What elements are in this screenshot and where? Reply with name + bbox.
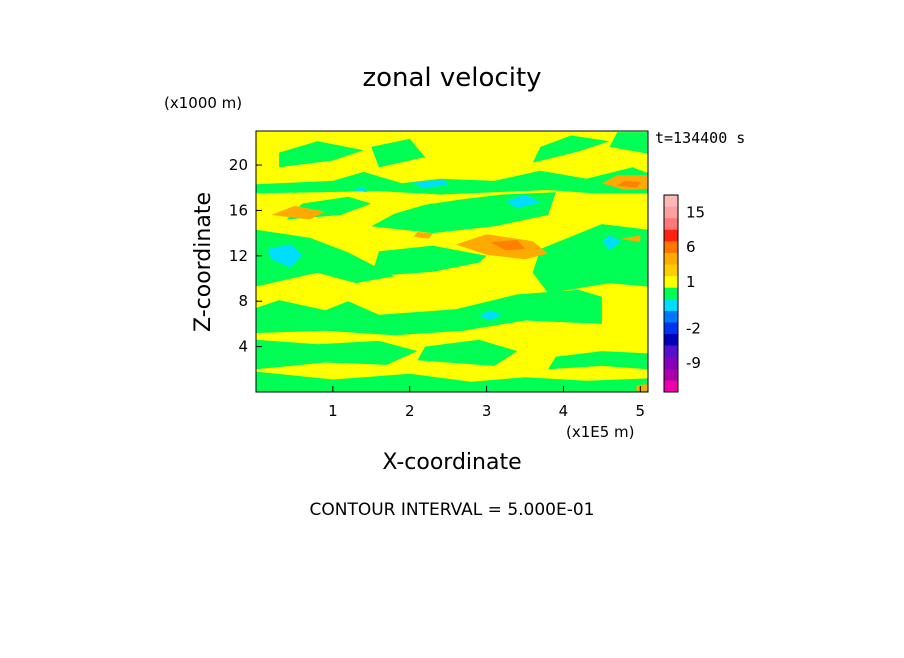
contour-region-20 bbox=[636, 384, 648, 391]
colorbar-label-4: -9 bbox=[686, 354, 701, 372]
contour-interval-label: CONTOUR INTERVAL = 5.000E-01 bbox=[310, 500, 595, 520]
colorbar: 15 6 1 -2 -9 bbox=[663, 194, 705, 393]
x-axis-title: X-coordinate bbox=[382, 450, 521, 475]
y-unit-label: (x1000 m) bbox=[164, 94, 242, 112]
x-unit-label: (x1E5 m) bbox=[566, 423, 635, 441]
x-tick-label-4: 5 bbox=[636, 402, 646, 420]
contour-region-12 bbox=[371, 138, 426, 168]
contour-region-18 bbox=[621, 235, 641, 243]
contour-region-10 bbox=[256, 167, 648, 195]
x-tick-label-3: 4 bbox=[559, 402, 569, 420]
contour-region-28 bbox=[352, 186, 368, 193]
colorbar-swatch-8 bbox=[664, 287, 678, 300]
contour-region-16 bbox=[271, 205, 326, 220]
contour-region-13 bbox=[532, 135, 610, 163]
x-tick-label-1: 2 bbox=[405, 402, 415, 420]
contour-region-0 bbox=[256, 371, 648, 392]
x-tick-label-2: 3 bbox=[482, 402, 492, 420]
colorbar-swatch-1 bbox=[664, 206, 678, 219]
contour-region-1 bbox=[256, 339, 418, 370]
colorbar-swatch-13 bbox=[664, 345, 678, 358]
contour-region-7 bbox=[371, 245, 487, 277]
plot-frame bbox=[255, 130, 649, 393]
contour-region-25 bbox=[413, 179, 449, 188]
contour-region-22 bbox=[617, 180, 641, 188]
contour-region-24 bbox=[505, 194, 541, 209]
contour-region-21 bbox=[490, 239, 525, 251]
colorbar-swatch-15 bbox=[664, 368, 678, 381]
colorbar-swatch-6 bbox=[664, 264, 678, 277]
contour-region-26 bbox=[478, 310, 502, 321]
y-axis-title: Z-coordinate bbox=[191, 192, 216, 332]
colorbar-label-2: 1 bbox=[686, 273, 696, 291]
contour-region-3 bbox=[256, 289, 602, 336]
colorbar-frame bbox=[663, 194, 679, 393]
colorbar-swatch-0 bbox=[664, 195, 678, 207]
contour-region-14 bbox=[609, 132, 648, 154]
colorbar-swatch-16 bbox=[664, 380, 678, 393]
colorbar-swatch-11 bbox=[664, 322, 678, 335]
contour-region-27 bbox=[601, 235, 622, 251]
contour-region-23 bbox=[267, 244, 303, 268]
y-tick-label-3: 16 bbox=[229, 201, 248, 219]
contour-region-2 bbox=[417, 339, 518, 366]
colorbar-label-0: 15 bbox=[686, 203, 705, 221]
colorbar-swatch-4 bbox=[664, 241, 678, 254]
contour-region-19 bbox=[413, 232, 433, 239]
y-tick-label-2: 12 bbox=[229, 247, 248, 265]
y-tick-label-1: 8 bbox=[238, 292, 248, 310]
colorbar-swatch-14 bbox=[664, 357, 678, 370]
colorbar-swatch-10 bbox=[664, 310, 678, 323]
contour-region-11 bbox=[279, 141, 364, 168]
time-label: t=134400 s bbox=[655, 129, 745, 147]
colorbar-swatch-3 bbox=[664, 229, 678, 242]
colorbar-swatch-12 bbox=[664, 334, 678, 346]
contour-region-6 bbox=[256, 229, 395, 287]
chart-title: zonal velocity bbox=[362, 63, 541, 93]
colorbar-swatch-5 bbox=[664, 252, 678, 265]
colorbar-swatch-7 bbox=[664, 276, 678, 289]
colorbar-swatch-2 bbox=[664, 218, 678, 231]
plot-area bbox=[256, 131, 648, 392]
colorbar-label-1: 6 bbox=[686, 238, 696, 256]
y-tick-label-0: 4 bbox=[238, 338, 248, 356]
colorbar-label-3: -2 bbox=[686, 319, 701, 337]
contour-region-4 bbox=[548, 351, 648, 370]
x-tick-label-0: 1 bbox=[328, 402, 338, 420]
y-tick-label-4: 20 bbox=[229, 156, 248, 174]
colorbar-swatch-9 bbox=[664, 299, 678, 312]
